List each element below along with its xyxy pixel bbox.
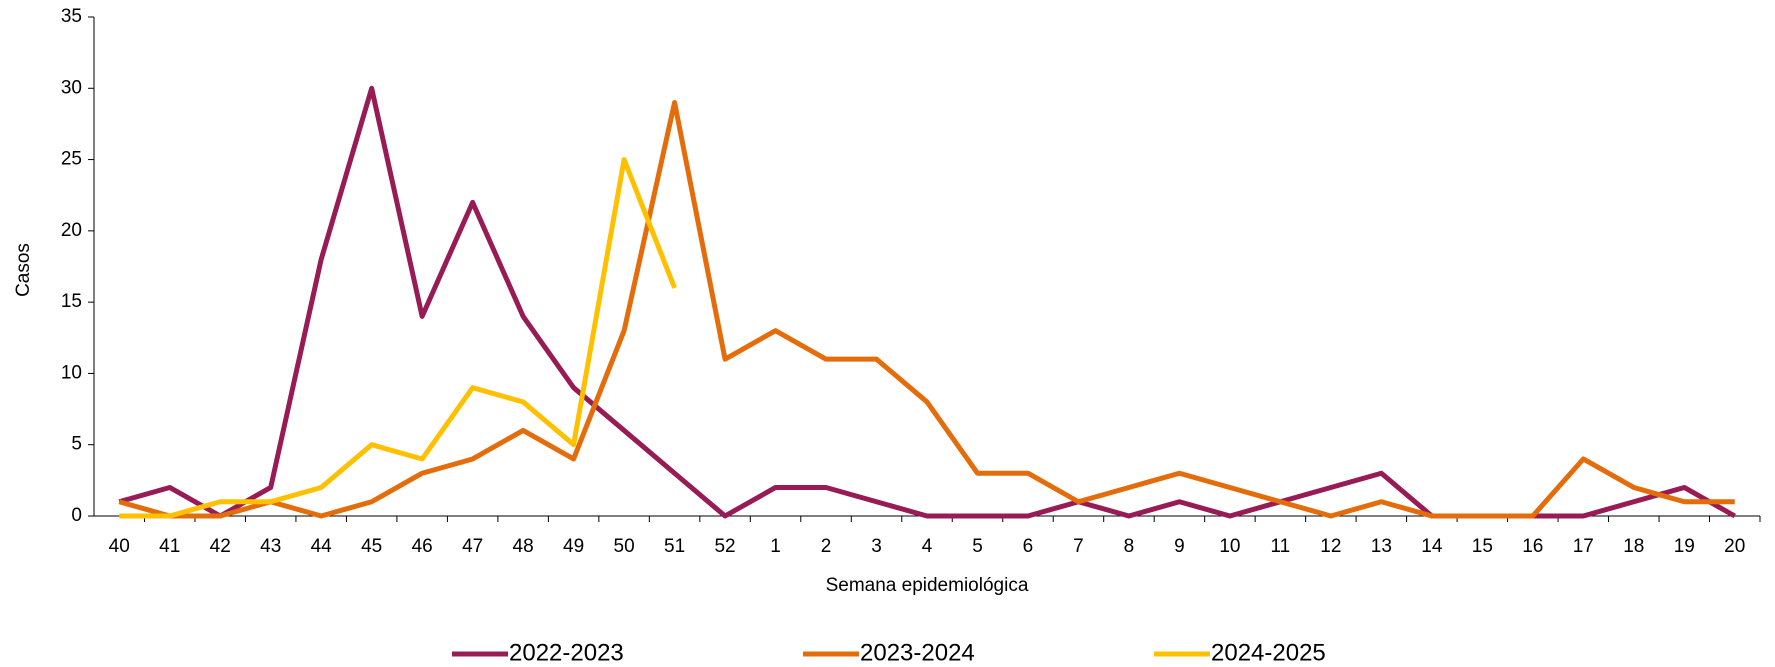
y-tick-label: 0: [71, 505, 82, 526]
x-tick-label: 9: [1174, 536, 1185, 557]
legend-label: 2024-2025: [1211, 639, 1326, 666]
x-tick-label: 13: [1371, 536, 1392, 557]
x-tick-label: 14: [1421, 536, 1443, 557]
x-tick-label: 47: [462, 536, 483, 557]
y-axis-label: Casos: [13, 243, 34, 297]
x-tick-label: 20: [1724, 536, 1745, 557]
legend-label: 2023-2024: [860, 639, 975, 666]
x-tick-label: 10: [1219, 536, 1240, 557]
x-tick-label: 48: [513, 536, 534, 557]
x-tick-label: 12: [1320, 536, 1341, 557]
x-tick-label: 52: [714, 536, 735, 557]
x-tick-label: 46: [412, 536, 433, 557]
x-tick-label: 18: [1623, 536, 1644, 557]
x-tick-label: 3: [871, 536, 882, 557]
y-tick-label: 30: [61, 77, 82, 98]
legend-label: 2022-2023: [509, 639, 624, 666]
x-tick-label: 7: [1073, 536, 1084, 557]
y-tick-label: 10: [61, 362, 82, 383]
y-tick-label: 25: [61, 149, 82, 170]
x-tick-label: 2: [821, 536, 832, 557]
x-tick-label: 42: [210, 536, 231, 557]
x-tick-label: 50: [614, 536, 635, 557]
y-tick-label: 20: [61, 220, 82, 241]
x-tick-label: 41: [159, 536, 180, 557]
x-tick-label: 11: [1271, 536, 1291, 557]
y-tick-label: 5: [71, 434, 82, 455]
x-axis-label: Semana epidemiológica: [826, 575, 1029, 596]
x-tick-label: 4: [922, 536, 933, 557]
y-tick-label: 35: [61, 6, 82, 27]
y-tick-label: 15: [61, 291, 82, 312]
x-tick-label: 51: [664, 536, 685, 557]
x-tick-label: 15: [1472, 536, 1493, 557]
x-tick-label: 44: [311, 536, 333, 557]
series-line: [119, 157, 677, 519]
x-tick-label: 43: [260, 536, 281, 557]
x-tick-label: 19: [1674, 536, 1695, 557]
x-tick-label: 8: [1124, 536, 1135, 557]
x-tick-label: 5: [972, 536, 983, 557]
x-tick-label: 40: [109, 536, 130, 557]
series-line: [118, 100, 1735, 519]
x-tick-label: 6: [1023, 536, 1034, 557]
x-tick-label: 16: [1522, 536, 1543, 557]
x-tick-label: 1: [770, 536, 781, 557]
x-tick-label: 45: [361, 536, 382, 557]
x-tick-label: 17: [1573, 536, 1594, 557]
x-tick-label: 49: [563, 536, 584, 557]
